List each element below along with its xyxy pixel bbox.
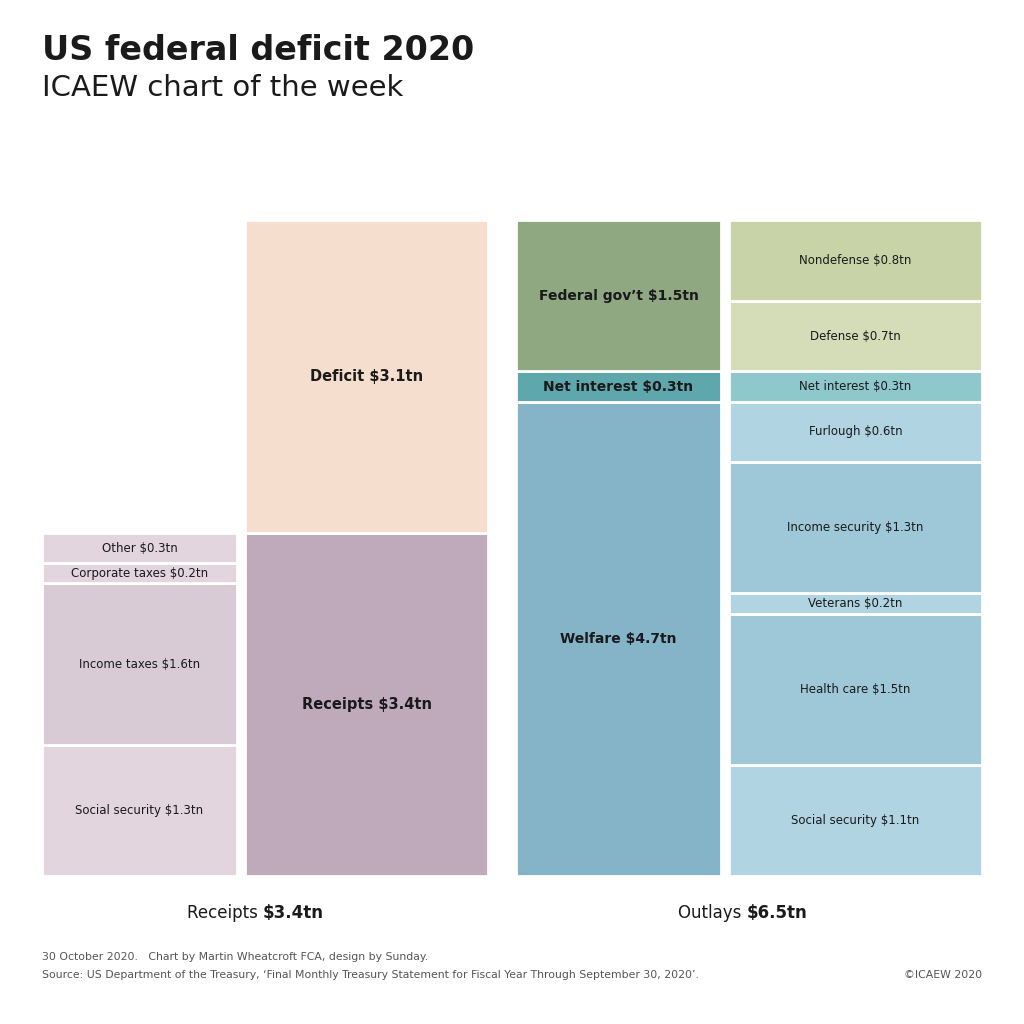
Bar [42,532,237,563]
Bar [729,372,982,401]
Text: Health care $1.5tn: Health care $1.5tn [801,683,910,695]
Text: Source: US Department of the Treasury, ‘Final Monthly Treasury Statement for Fis: Source: US Department of the Treasury, ‘… [42,970,698,980]
Text: Other $0.3tn: Other $0.3tn [101,542,177,555]
Text: 30 October 2020.   Chart by Martin Wheatcroft FCA, design by Sunday.: 30 October 2020. Chart by Martin Wheatcr… [42,952,428,962]
Text: US federal deficit 2020: US federal deficit 2020 [42,34,474,67]
Text: Net interest $0.3tn: Net interest $0.3tn [800,380,911,393]
Bar [729,462,982,594]
Text: Veterans $0.2tn: Veterans $0.2tn [808,597,903,610]
Bar [516,372,721,401]
Bar [729,594,982,613]
Bar [42,744,237,876]
Text: Nondefense $0.8tn: Nondefense $0.8tn [800,254,911,267]
Text: Outlays: Outlays [678,904,746,922]
Bar [729,613,982,765]
Text: Welfare $4.7tn: Welfare $4.7tn [560,632,677,646]
Text: Receipts: Receipts [186,904,263,922]
Bar [729,765,982,876]
Text: Receipts $3.4tn: Receipts $3.4tn [301,697,431,712]
Text: Income security $1.3tn: Income security $1.3tn [787,521,924,535]
Text: $3.4tn: $3.4tn [263,904,324,922]
Text: Defense $0.7tn: Defense $0.7tn [810,330,901,343]
Text: ICAEW chart of the week: ICAEW chart of the week [42,74,403,102]
Text: Income taxes $1.6tn: Income taxes $1.6tn [79,657,200,671]
Bar [729,220,982,301]
Text: Deficit $3.1tn: Deficit $3.1tn [310,369,423,384]
Bar [516,401,721,876]
Text: Net interest $0.3tn: Net interest $0.3tn [544,380,693,393]
Text: Social security $1.3tn: Social security $1.3tn [76,804,204,817]
Bar [516,220,721,372]
Bar [729,401,982,462]
Text: Corporate taxes $0.2tn: Corporate taxes $0.2tn [71,566,208,580]
Text: ©ICAEW 2020: ©ICAEW 2020 [904,970,982,980]
Text: Federal gov’t $1.5tn: Federal gov’t $1.5tn [539,289,698,303]
Bar [42,584,237,744]
Bar [245,532,488,876]
Bar [42,563,237,584]
Text: Social security $1.1tn: Social security $1.1tn [792,814,920,827]
Text: $6.5tn: $6.5tn [746,904,808,922]
Bar [245,220,488,532]
Text: Furlough $0.6tn: Furlough $0.6tn [809,425,902,438]
Bar [729,301,982,372]
